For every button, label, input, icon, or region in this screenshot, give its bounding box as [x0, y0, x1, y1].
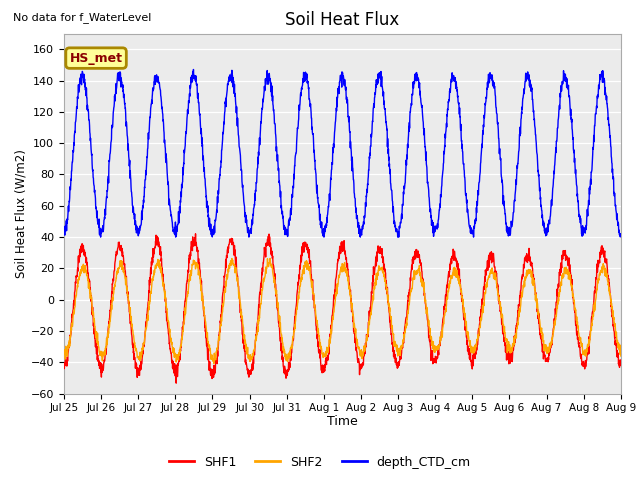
Title: Soil Heat Flux: Soil Heat Flux [285, 11, 399, 29]
Text: No data for f_WaterLevel: No data for f_WaterLevel [13, 12, 151, 23]
Y-axis label: Soil Heat Flux (W/m2): Soil Heat Flux (W/m2) [15, 149, 28, 278]
Text: HS_met: HS_met [70, 51, 123, 65]
Legend: SHF1, SHF2, depth_CTD_cm: SHF1, SHF2, depth_CTD_cm [164, 451, 476, 474]
X-axis label: Time: Time [327, 415, 358, 428]
